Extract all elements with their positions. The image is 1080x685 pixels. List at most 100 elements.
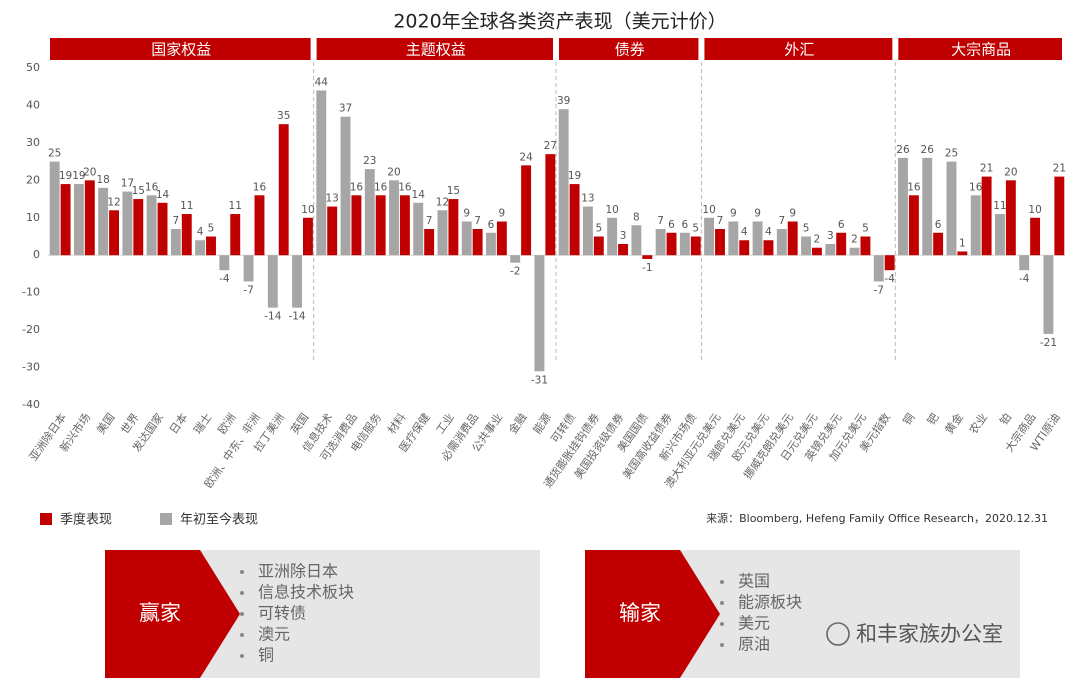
x-tick-label: 铂 <box>997 410 1015 427</box>
bar <box>496 221 507 256</box>
value-label: 4 <box>765 226 772 238</box>
value-label: 5 <box>595 223 602 235</box>
value-label: 16 <box>374 181 388 193</box>
bar <box>195 240 206 256</box>
value-label: 11 <box>180 200 193 212</box>
bar <box>728 221 739 256</box>
bullet <box>240 591 244 595</box>
value-label: 16 <box>350 181 364 193</box>
bar <box>49 161 60 256</box>
value-label: 21 <box>1053 163 1066 175</box>
legend-label: 季度表现 <box>60 512 112 528</box>
value-label: 15 <box>447 185 460 197</box>
bar <box>593 236 604 256</box>
bar <box>1005 180 1016 256</box>
bullet <box>720 643 724 647</box>
bar <box>375 195 386 256</box>
bar <box>364 169 375 256</box>
value-label: 25 <box>48 148 61 160</box>
value-label: 7 <box>173 215 180 227</box>
legend-label: 年初至今表现 <box>180 512 258 528</box>
bar <box>157 202 168 256</box>
value-label: -31 <box>531 374 548 386</box>
bar <box>849 247 860 256</box>
bar <box>836 232 847 256</box>
bar <box>534 255 545 372</box>
bullet <box>720 622 724 626</box>
bar <box>569 184 580 256</box>
bar <box>303 217 313 256</box>
bar <box>1054 176 1065 256</box>
bar <box>704 217 715 256</box>
value-label: 26 <box>896 144 910 156</box>
value-label: -1 <box>642 262 652 274</box>
value-label: 7 <box>474 215 481 227</box>
value-label: 6 <box>838 219 845 231</box>
y-tick-label: -30 <box>22 361 40 374</box>
group-header <box>316 38 553 60</box>
value-label: 5 <box>208 223 215 235</box>
bar <box>642 255 653 259</box>
value-label: 20 <box>1004 166 1017 178</box>
bar <box>545 154 556 256</box>
value-label: 16 <box>907 181 921 193</box>
bar <box>1030 217 1041 256</box>
bar <box>860 236 871 256</box>
value-label: 9 <box>730 208 737 220</box>
bar <box>146 195 157 256</box>
value-label: -7 <box>874 284 884 296</box>
x-tick-label: 铜 <box>900 410 918 427</box>
group-header <box>898 38 1062 60</box>
x-tick-label: 能源 <box>530 410 554 436</box>
group-header-label: 大宗商品 <box>951 41 1011 59</box>
bullet <box>240 633 244 637</box>
value-label: 7 <box>657 215 664 227</box>
bar <box>1043 255 1054 334</box>
value-label: 21 <box>980 163 993 175</box>
value-label: 13 <box>326 193 339 205</box>
x-tick-label: 钯 <box>925 411 942 427</box>
bar <box>873 255 884 282</box>
bar <box>109 210 120 256</box>
bar <box>437 210 448 256</box>
bar <box>946 161 957 256</box>
bar <box>679 232 690 256</box>
value-label: 35 <box>277 110 290 122</box>
value-label: -2 <box>510 266 520 278</box>
bullet <box>720 580 724 584</box>
x-tick-label: 英国 <box>287 410 311 436</box>
value-label: 11 <box>993 200 1006 212</box>
bar <box>267 255 278 308</box>
bar <box>73 184 84 256</box>
value-label: 6 <box>488 219 495 231</box>
list-item: 信息技术板块 <box>258 583 354 602</box>
bar <box>825 243 836 256</box>
bar <box>607 217 618 256</box>
y-tick-label: -40 <box>22 398 40 411</box>
x-tick-label: 美国 <box>94 411 117 436</box>
list-item: 铜 <box>258 646 274 665</box>
group-header-label: 债券 <box>615 41 645 59</box>
bar <box>763 240 774 256</box>
value-label: 39 <box>557 95 570 107</box>
bullet <box>720 601 724 605</box>
bar <box>655 229 666 256</box>
bar <box>60 184 71 256</box>
value-label: 13 <box>581 193 594 205</box>
group-header <box>704 38 893 60</box>
value-label: 14 <box>156 189 170 201</box>
bar <box>98 187 109 256</box>
group-header <box>50 38 311 60</box>
value-label: 5 <box>692 223 699 235</box>
value-label: 17 <box>121 178 134 190</box>
bar <box>254 195 265 256</box>
bar <box>970 195 981 256</box>
bar <box>424 229 435 256</box>
value-label: 18 <box>96 174 109 186</box>
bar <box>327 206 338 256</box>
bar <box>316 90 327 256</box>
bar <box>122 191 133 256</box>
bar <box>776 229 787 256</box>
bar <box>582 206 593 256</box>
value-label: 6 <box>682 219 689 231</box>
